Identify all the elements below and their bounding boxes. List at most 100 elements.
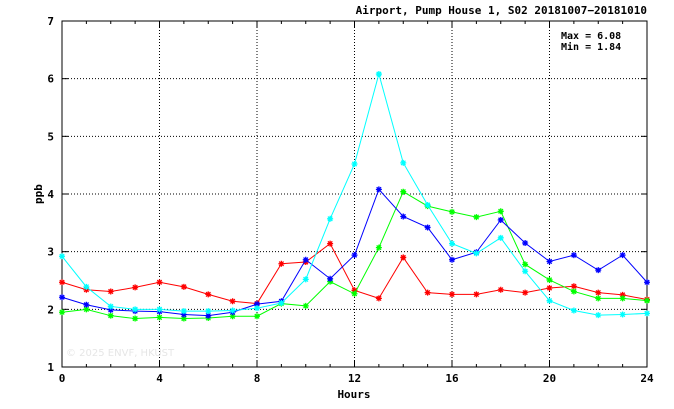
data-point xyxy=(400,254,407,261)
data-point xyxy=(180,315,187,322)
data-point xyxy=(327,240,334,247)
y-tick-label: 2 xyxy=(47,303,54,316)
grid xyxy=(62,21,647,367)
data-point xyxy=(107,306,114,313)
axis-ticks xyxy=(61,20,648,368)
y-tick-label: 6 xyxy=(47,73,54,86)
data-point xyxy=(570,307,577,314)
data-point xyxy=(449,291,455,298)
data-point xyxy=(180,308,187,315)
series-line xyxy=(61,72,648,316)
y-tick-label: 3 xyxy=(47,246,54,259)
data-point xyxy=(205,308,212,315)
data-point xyxy=(595,289,602,296)
data-point xyxy=(570,252,577,259)
data-point xyxy=(522,261,529,268)
x-tick-label: 16 xyxy=(445,372,459,385)
data-point xyxy=(351,290,358,297)
max-label: Max = 6.08 xyxy=(561,31,621,42)
data-point xyxy=(449,208,455,215)
data-point xyxy=(400,159,407,166)
data-point xyxy=(302,256,309,263)
data-point xyxy=(327,275,334,282)
data-point xyxy=(59,253,65,260)
x-axis-label: Hours xyxy=(337,388,370,401)
data-point xyxy=(254,305,260,312)
data-point xyxy=(497,208,504,215)
data-point xyxy=(546,297,553,304)
data-point xyxy=(619,291,626,298)
x-tick-label: 0 xyxy=(59,372,66,385)
data-point xyxy=(107,288,114,295)
data-point xyxy=(132,284,139,291)
data-point xyxy=(424,201,431,208)
x-tick-labels: 0 4 8 12 16 20 24 xyxy=(59,372,654,385)
data-point xyxy=(619,311,626,318)
data-point xyxy=(229,313,236,320)
data-point xyxy=(595,267,602,274)
data-point xyxy=(83,283,90,290)
data-point xyxy=(424,289,431,296)
x-tick-label: 4 xyxy=(156,372,163,385)
data-point xyxy=(644,297,650,304)
data-point xyxy=(180,283,187,290)
data-point xyxy=(156,279,163,286)
data-point xyxy=(449,256,455,263)
data-point xyxy=(327,215,334,222)
data-point xyxy=(644,279,650,286)
data-point xyxy=(156,314,163,321)
data-point xyxy=(278,299,285,306)
data-point xyxy=(375,71,382,78)
data-point xyxy=(229,298,236,305)
data-point xyxy=(619,295,626,302)
chart-title: Airport, Pump House 1, S02 20181007−2018… xyxy=(356,4,647,17)
y-axis-label: ppb xyxy=(32,184,45,204)
data-point xyxy=(546,276,553,283)
data-point xyxy=(497,234,504,241)
data-point xyxy=(59,294,65,301)
series-4 xyxy=(59,71,650,319)
data-point xyxy=(254,313,260,320)
data-point xyxy=(375,186,382,193)
y-tick-label: 7 xyxy=(47,15,54,28)
data-point xyxy=(302,302,309,309)
data-point xyxy=(570,288,577,295)
series-3 xyxy=(59,186,650,319)
data-point xyxy=(132,315,139,322)
data-point xyxy=(522,268,529,275)
data-point xyxy=(59,309,65,316)
y-tick-label: 4 xyxy=(47,188,54,201)
data-point xyxy=(278,260,285,267)
data-point xyxy=(497,216,504,223)
data-point xyxy=(473,250,480,257)
x-tick-label: 20 xyxy=(543,372,556,385)
x-tick-label: 12 xyxy=(348,372,361,385)
data-point xyxy=(522,289,529,296)
y-tick-label: 1 xyxy=(47,361,54,374)
min-label: Min = 1.84 xyxy=(561,41,621,53)
data-point xyxy=(254,301,260,308)
data-point xyxy=(83,306,90,313)
data-point xyxy=(351,287,358,294)
x-tick-label: 24 xyxy=(640,372,654,385)
data-point xyxy=(132,306,139,313)
data-point xyxy=(449,240,455,247)
data-point xyxy=(156,306,163,313)
data-point xyxy=(595,312,602,319)
data-point xyxy=(107,312,114,319)
data-point xyxy=(302,276,309,283)
data-point xyxy=(546,284,553,291)
data-point xyxy=(497,286,504,293)
x-tick-label: 8 xyxy=(254,372,261,385)
data-point xyxy=(400,188,407,195)
data-point xyxy=(570,283,577,290)
data-point xyxy=(351,252,358,259)
data-point xyxy=(375,244,382,251)
data-point xyxy=(59,279,65,286)
data-point xyxy=(83,301,90,308)
data-point xyxy=(107,303,114,310)
data-point xyxy=(522,240,529,247)
y-tick-label: 5 xyxy=(47,130,54,143)
data-point xyxy=(205,312,212,319)
